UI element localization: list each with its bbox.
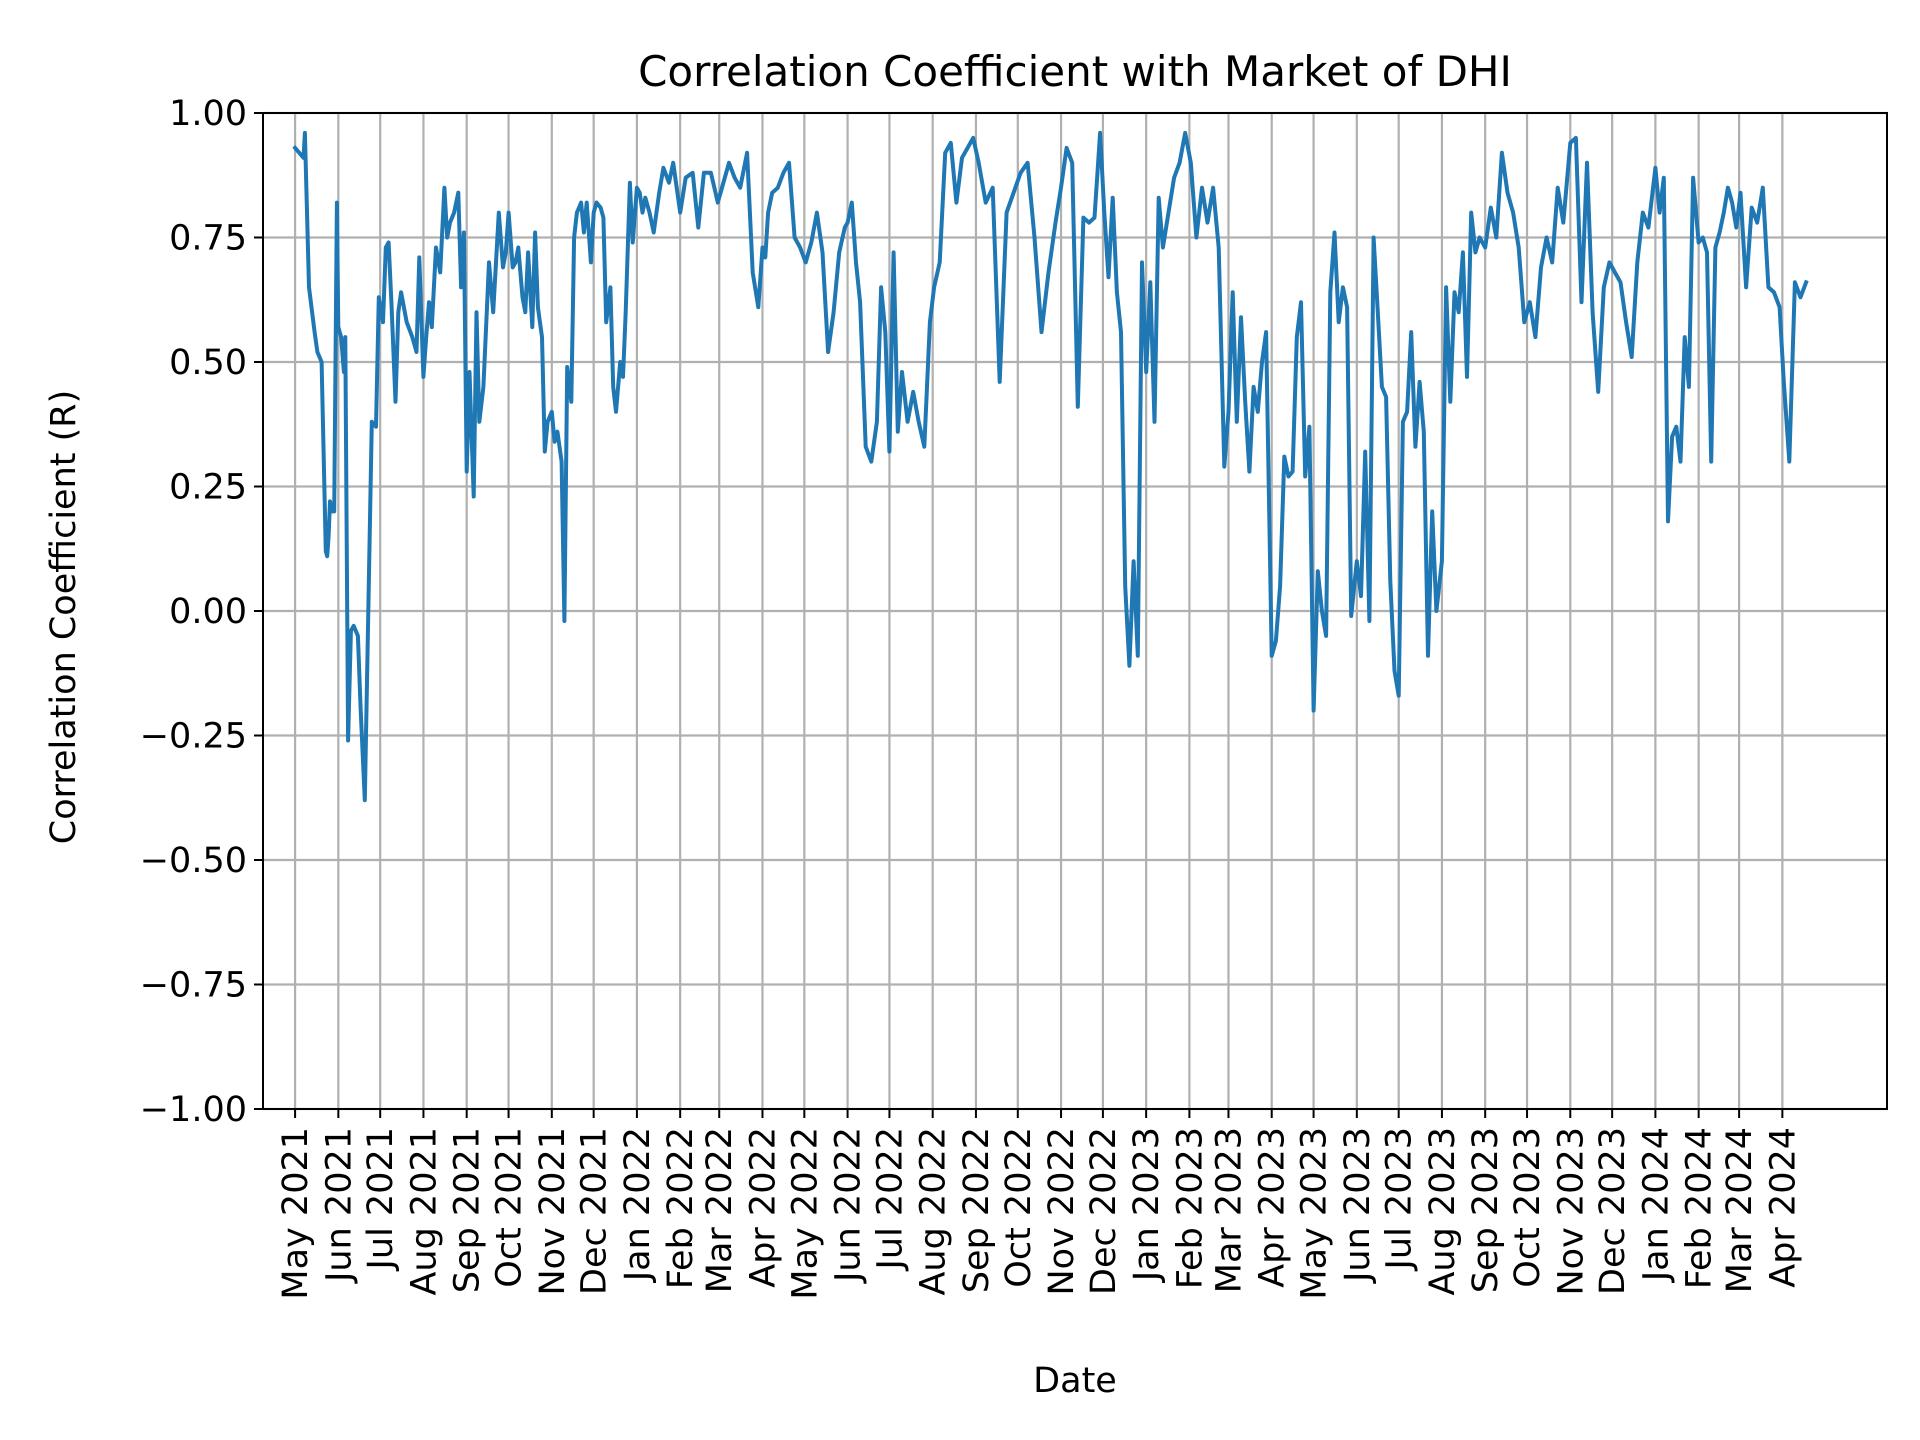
y-tick-label: −0.50 (140, 841, 247, 881)
chart-title: Correlation Coefficient with Market of D… (638, 47, 1512, 96)
x-tick-label: Jun 2022 (829, 1127, 869, 1284)
x-axis-ticks: May 2021 Jun 2021 Jul 2021 Aug 2021 Sep 2021… (276, 1109, 1803, 1300)
x-tick-label: Jun 2021 (319, 1127, 359, 1284)
y-tick-label: 0.75 (169, 219, 247, 259)
x-tick-label: Apr 2022 (743, 1127, 783, 1288)
y-tick-label: 0.25 (169, 468, 247, 508)
x-tick-label: Jul 2023 (1380, 1127, 1420, 1271)
series-layer (292, 130, 1809, 803)
x-tick-label: May 2022 (785, 1127, 825, 1300)
grid (263, 111, 1887, 1111)
x-tick-label: Jan 2022 (618, 1127, 658, 1283)
x-tick-label: Nov 2021 (533, 1127, 573, 1296)
x-tick-label: Oct 2023 (1508, 1127, 1548, 1288)
y-tick-label: −1.00 (140, 1090, 247, 1130)
x-tick-label: Feb 2023 (1170, 1127, 1210, 1289)
x-tick-label: Sep 2021 (448, 1127, 488, 1293)
x-tick-label: May 2023 (1295, 1127, 1335, 1300)
y-tick-label: 0.50 (169, 343, 247, 383)
x-tick-label: Jan 2024 (1636, 1127, 1676, 1283)
x-tick-label: Nov 2023 (1551, 1127, 1591, 1296)
y-tick-label: 0.00 (169, 592, 247, 632)
x-tick-label: Oct 2022 (999, 1127, 1039, 1288)
y-tick-label: −0.75 (140, 966, 247, 1006)
y-axis-ticks: −1.00 −0.75 −0.50 −0.25 0.00 0.25 0.50 0.75 1.00 (140, 94, 263, 1130)
x-tick-label: Jul 2022 (870, 1127, 910, 1271)
x-tick-label: Dec 2023 (1593, 1127, 1633, 1295)
y-tick-label: −0.25 (140, 717, 247, 757)
x-tick-label: Feb 2024 (1680, 1127, 1720, 1289)
x-tick-label: Oct 2021 (490, 1127, 530, 1288)
x-tick-label: Sep 2023 (1466, 1127, 1506, 1293)
x-tick-label: Aug 2023 (1423, 1127, 1463, 1296)
y-tick-label: 1.00 (169, 94, 247, 134)
x-tick-label: Mar 2022 (700, 1127, 740, 1293)
x-tick-label: Dec 2021 (575, 1127, 615, 1295)
x-tick-label: Aug 2021 (404, 1127, 444, 1296)
x-tick-label: Jun 2023 (1338, 1127, 1378, 1284)
x-tick-label: Dec 2022 (1084, 1127, 1124, 1295)
x-tick-label: Apr 2023 (1253, 1127, 1293, 1288)
correlation-series-line (292, 130, 1809, 803)
x-tick-label: Aug 2022 (914, 1127, 954, 1296)
x-tick-label: Jan 2023 (1127, 1127, 1167, 1283)
x-tick-label: Mar 2024 (1720, 1127, 1760, 1293)
y-axis-label: Correlation Coefficient (R) (44, 390, 84, 845)
x-axis-label: Date (1033, 1361, 1117, 1401)
x-tick-label: Jul 2021 (361, 1127, 401, 1271)
x-tick-label: Sep 2022 (957, 1127, 997, 1293)
x-tick-label: Nov 2022 (1042, 1127, 1082, 1296)
x-tick-label: Apr 2024 (1763, 1127, 1803, 1288)
x-tick-label: May 2021 (276, 1127, 316, 1300)
x-tick-label: Mar 2023 (1209, 1127, 1249, 1293)
x-tick-label: Feb 2022 (661, 1127, 701, 1289)
